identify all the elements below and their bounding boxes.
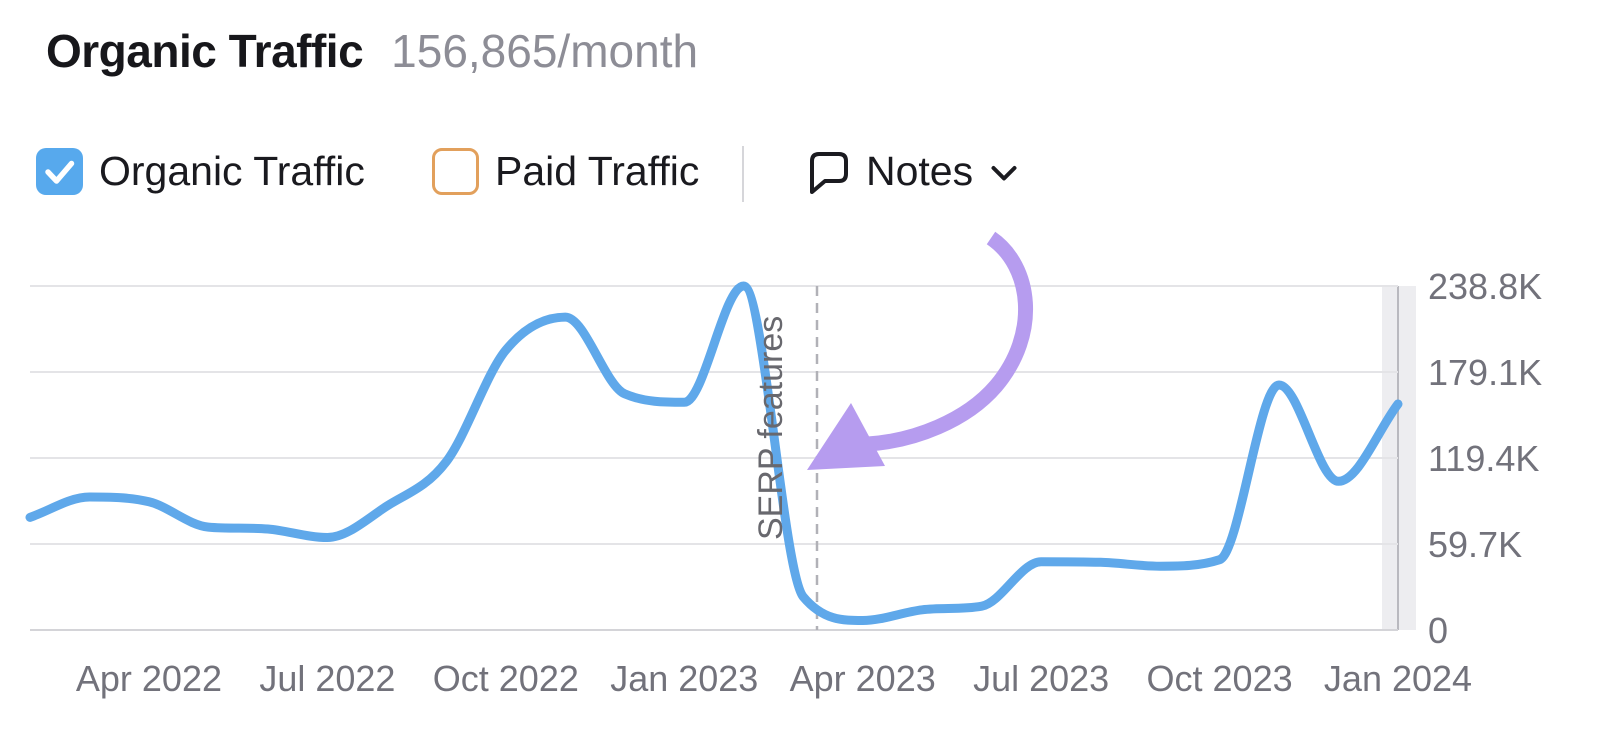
legend-controls: Organic Traffic Paid Traffic Notes [0, 146, 1600, 202]
x-axis-labels: Apr 2022 Jul 2022 Oct 2022 Jan 2023 Apr 2023… [76, 658, 1472, 699]
organic-traffic-checkbox[interactable] [36, 148, 83, 195]
arrow-head-icon [807, 403, 885, 470]
x-axis-label: Oct 2023 [1147, 658, 1293, 699]
chevron-down-icon [991, 166, 1017, 181]
notes-icon [810, 152, 848, 194]
paid-traffic-checkbox[interactable] [432, 148, 479, 195]
page-title: Organic Traffic [46, 25, 364, 77]
annotation-label: SERP features [752, 316, 790, 540]
y-axis-label: 238.8K [1428, 266, 1542, 307]
organic-traffic-toggle[interactable]: Organic Traffic [36, 148, 365, 195]
x-axis-label: Jul 2022 [259, 658, 395, 699]
x-axis-label: Apr 2023 [790, 658, 936, 699]
paid-traffic-toggle[interactable]: Paid Traffic [432, 148, 699, 195]
notes-button[interactable]: Notes [806, 146, 1021, 196]
y-axis-label: 179.1K [1428, 352, 1542, 393]
y-axis-label: 0 [1428, 610, 1448, 651]
organic-traffic-chart: 238.8K 179.1K 119.4K 59.7K 0 Apr 2022 Jul 202… [25, 231, 1542, 699]
x-axis-label: Jul 2023 [973, 658, 1109, 699]
organic-traffic-line[interactable] [25, 281, 1403, 625]
paid-traffic-label: Paid Traffic [495, 148, 700, 194]
arrow-tail [867, 231, 1033, 452]
gridlines [30, 285, 1398, 631]
x-axis-label: Jan 2024 [1324, 658, 1472, 699]
divider [742, 146, 744, 202]
x-axis-label: Apr 2022 [76, 658, 222, 699]
organic-traffic-label: Organic Traffic [99, 148, 365, 194]
checkmark-icon [45, 160, 75, 184]
x-axis-label: Jan 2023 [610, 658, 758, 699]
y-axis-label: 59.7K [1428, 524, 1522, 565]
y-axis-labels: 238.8K 179.1K 119.4K 59.7K 0 [1428, 266, 1542, 651]
notes-label: Notes [866, 147, 974, 194]
widget-header: Organic Traffic 156,865/month [46, 24, 698, 78]
annotation-arrow [807, 231, 1033, 470]
traffic-per-month-value: 156,865/month [391, 25, 699, 77]
x-axis-label: Oct 2022 [433, 658, 579, 699]
y-axis-label: 119.4K [1428, 438, 1539, 479]
